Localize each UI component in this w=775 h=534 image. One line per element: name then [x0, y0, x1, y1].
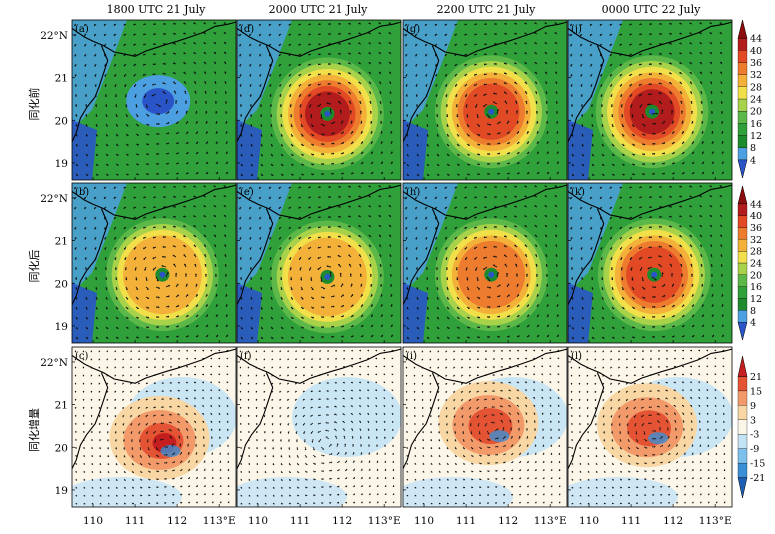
x-tick-label: 112	[663, 515, 683, 527]
panel-letter: (k)	[571, 187, 585, 198]
panel-l: (l)	[567, 346, 733, 508]
colorbar-tick: 28	[750, 247, 762, 258]
colorbar-tick: 16	[750, 119, 762, 130]
colorbar-tick: 12	[750, 294, 762, 305]
panel-c: (c)	[71, 346, 237, 508]
colorbar-tick: 44	[750, 34, 762, 45]
panel-letter: (e)	[240, 187, 254, 198]
x-tick-label: 110	[579, 515, 599, 527]
y-tick-label: 20	[55, 442, 68, 454]
panel-letter: (i)	[406, 351, 417, 362]
x-tick-label: 113°E	[368, 515, 401, 527]
y-tick-label: 21	[55, 73, 68, 85]
x-tick-label: 110	[83, 515, 103, 527]
panel-d: (d)	[236, 19, 402, 181]
y-tick-label: 20	[55, 115, 68, 127]
x-tick-label: 110	[248, 515, 268, 527]
y-tick-label: 20	[55, 278, 68, 290]
colorbar-tick: 4	[750, 318, 756, 329]
colorbar-tick: -15	[750, 459, 765, 470]
panel-letter: (a)	[75, 24, 89, 35]
colorbar-tick: 8	[750, 306, 756, 317]
colorbar-tick: 32	[750, 235, 762, 246]
colorbar-tick: 4	[750, 155, 756, 166]
panel-a: (a)	[71, 19, 237, 181]
y-tick-label: 22°N	[40, 30, 68, 42]
x-tick-label: 111	[290, 515, 310, 527]
colorbar-tick: 20	[750, 270, 762, 281]
colorbar-increment: 21 15 9 3 -3 -9 -15 -21	[737, 355, 765, 499]
colorbar-tick: 36	[750, 58, 762, 69]
colorbar-tick: 16	[750, 282, 762, 293]
colorbar-tick: 3	[750, 415, 756, 426]
x-tick-label: 112	[167, 515, 187, 527]
colorbar-tick: 20	[750, 107, 762, 118]
row-label-1: 同化前	[27, 88, 41, 121]
colorbar-tick: 12	[750, 131, 762, 142]
column-title-3: 2200 UTC 21 July	[437, 3, 537, 16]
colorbar-tick: 44	[750, 199, 762, 210]
colorbar-tick: 21	[750, 372, 762, 383]
colorbar-tick: 8	[750, 143, 756, 154]
panel-letter: (j)	[571, 24, 582, 35]
y-tick-label: 19	[55, 158, 68, 170]
colorbar-tick: 15	[750, 386, 762, 397]
colorbar-tick: 40	[750, 46, 762, 57]
x-tick-label: 113°E	[699, 515, 732, 527]
colorbars: 4440363228242016128444403632282420161284…	[737, 19, 765, 499]
colorbar-tick: 32	[750, 70, 762, 81]
x-tick-label: 110	[414, 515, 434, 527]
row-labels: 同化前 同化后 同化增量	[27, 88, 41, 453]
colorbar-tick: -9	[750, 444, 759, 455]
colorbar-tick: 24	[750, 259, 762, 270]
x-tick-label: 111	[621, 515, 641, 527]
panel-i: (i)	[402, 346, 568, 508]
panel-letter: (c)	[75, 351, 89, 362]
panel-b: (b)	[71, 182, 237, 344]
x-tick-label: 113°E	[203, 515, 236, 527]
panel-letter: (h)	[406, 187, 420, 198]
colorbar-tick: -21	[750, 473, 765, 484]
panel-e: (e)	[236, 182, 402, 344]
y-tick-label: 22°N	[40, 357, 68, 369]
panel-letter: (d)	[240, 24, 254, 35]
y-tick-label: 21	[55, 400, 68, 412]
colorbar-tick: -3	[750, 430, 759, 441]
panel-k: (k)	[567, 182, 733, 344]
column-title-2: 2000 UTC 21 July	[269, 3, 369, 16]
panel-g: (g)	[402, 19, 568, 181]
axes: 22°N 21 20 19 22°N 21 20 19 22°N 21 20 19 110 111 112 1…	[40, 30, 731, 527]
x-tick-label: 111	[125, 515, 145, 527]
panel-letter: (l)	[571, 351, 582, 362]
y-tick-label: 21	[55, 236, 68, 248]
column-title-4: 0000 UTC 22 July	[602, 3, 702, 16]
panel-j: (j)	[567, 19, 733, 181]
panels: (a) (d) (g) (j) (b) (e) (h) (k) (c) (f) (i) (l)	[71, 19, 733, 508]
y-tick-label: 19	[55, 485, 68, 497]
column-titles: 1800 UTC 21 July 2000 UTC 21 July 2200 U…	[107, 3, 702, 16]
x-tick-label: 112	[332, 515, 352, 527]
panel-letter: (f)	[240, 351, 252, 362]
colorbar-tick: 28	[750, 82, 762, 93]
panel-letter: (b)	[75, 187, 89, 198]
x-tick-label: 113°E	[534, 515, 567, 527]
y-tick-label: 22°N	[40, 193, 68, 205]
colorbar-tick: 36	[750, 223, 762, 234]
panel-f: (f)	[236, 346, 402, 508]
x-tick-label: 111	[456, 515, 476, 527]
row-label-2: 同化后	[27, 250, 41, 283]
x-tick-label: 112	[498, 515, 518, 527]
column-title-1: 1800 UTC 21 July	[107, 3, 207, 16]
panel-letter: (g)	[406, 24, 420, 35]
colorbar-tick: 40	[750, 211, 762, 222]
row-label-3: 同化增量	[27, 408, 41, 452]
y-tick-label: 19	[55, 321, 68, 333]
colorbar-tick: 9	[750, 401, 756, 412]
panel-h: (h)	[402, 182, 568, 344]
colorbar-tick: 24	[750, 95, 762, 106]
